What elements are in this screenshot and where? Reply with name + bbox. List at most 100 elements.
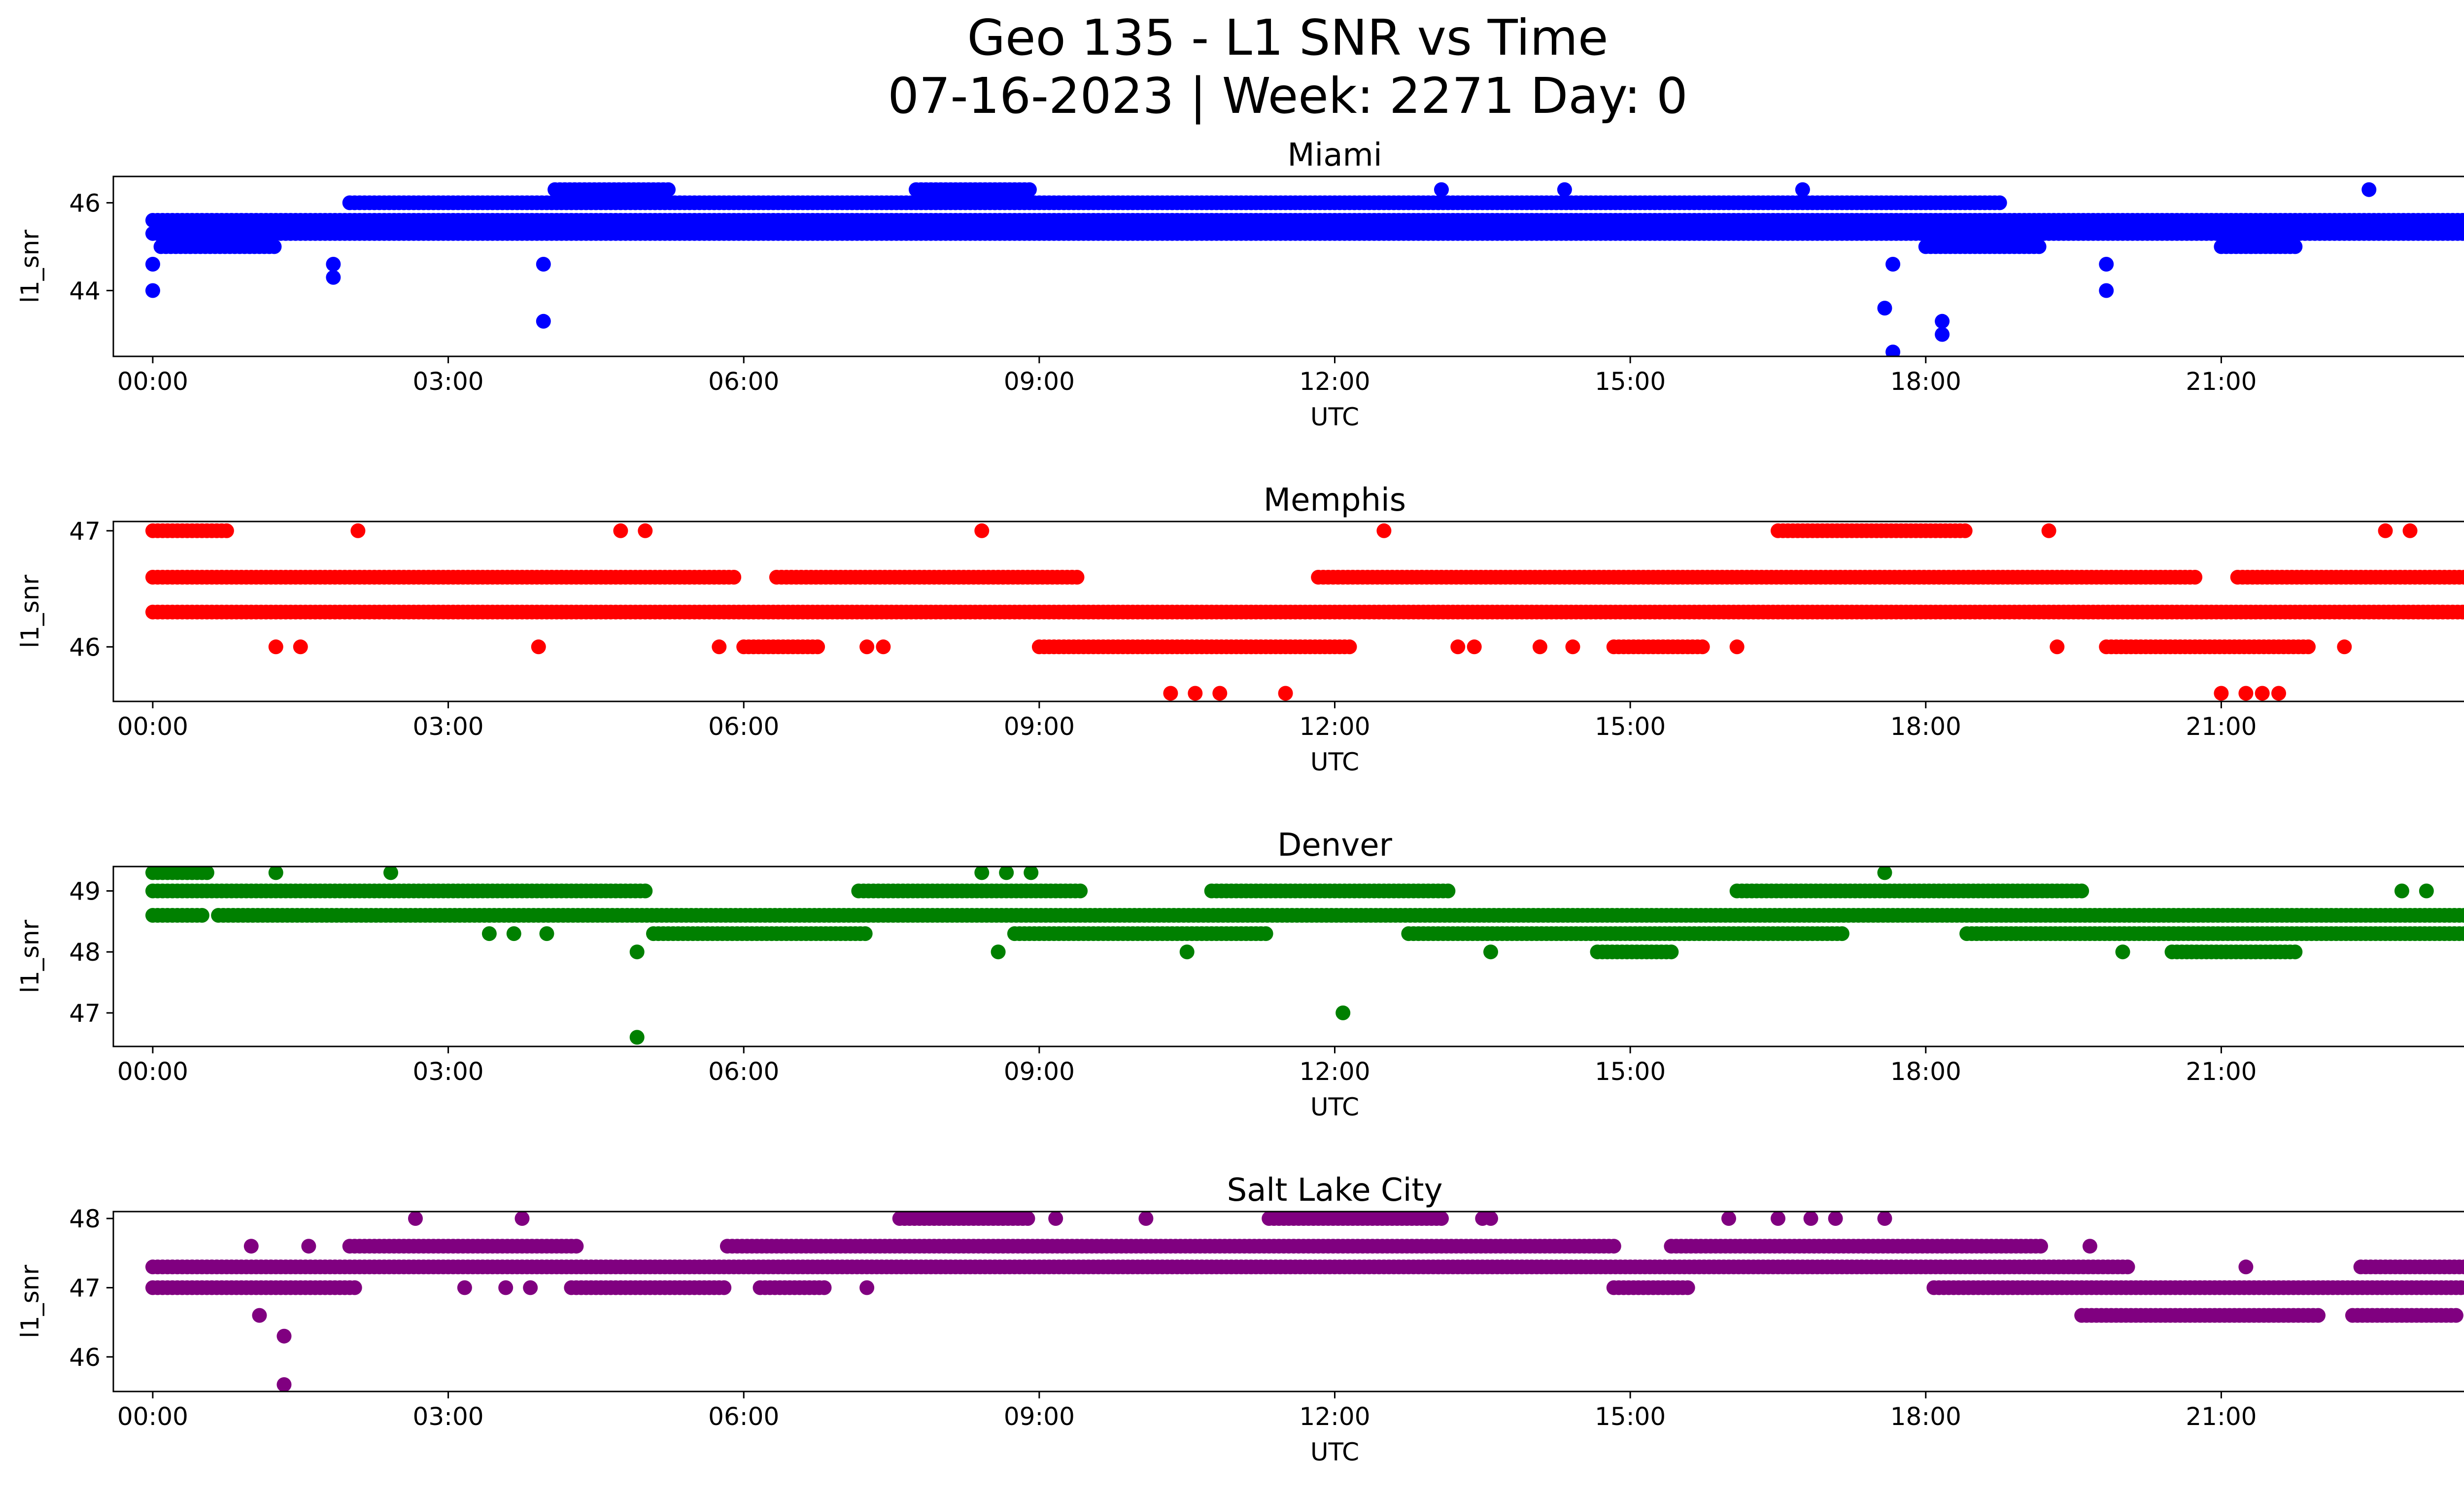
y-tick-label: 48 [69,938,101,967]
data-point [2214,686,2229,701]
data-point [2460,227,2464,240]
data-point [347,1280,362,1295]
data-points [145,182,2464,356]
y-tick-label: 46 [69,633,101,661]
data-point [252,1308,267,1323]
data-point [2033,1239,2048,1254]
data-point [1278,686,1293,701]
data-point [498,1280,513,1295]
data-point [1680,1280,1695,1295]
data-point [661,182,676,197]
x-tick-label: 09:00 [1004,1057,1075,1086]
data-point [1163,686,1178,701]
data-point [1022,182,1037,197]
y-tick-label: 47 [69,1274,101,1302]
axes-frame [112,1211,2464,1392]
data-point [817,1280,832,1295]
x-tick-label: 03:00 [413,367,484,396]
data-point [2361,182,2377,197]
data-point [1828,1212,1843,1226]
subplot-title: Memphis [1264,482,1406,519]
data-point [1212,686,1228,701]
data-point [974,523,990,538]
data-point [1258,926,1273,941]
data-point [629,944,645,960]
x-tick-label: 03:00 [413,1057,484,1086]
data-point [1721,1212,1736,1226]
data-point [536,257,551,272]
data-point [2462,572,2464,583]
x-tick-label: 12:00 [1299,367,1370,396]
data-point [1803,1212,1818,1226]
data-point [243,1239,259,1254]
x-tick-label: 00:00 [117,367,188,396]
data-point [2462,928,2464,939]
data-point [2188,570,2203,585]
data-point [1664,944,1679,960]
data-point [2238,686,2254,701]
data-point [1024,867,1039,880]
data-point [1935,313,1950,329]
x-tick-label: 06:00 [708,1402,779,1431]
y-axis-label: l1_snr [16,920,44,993]
data-point [2041,523,2056,538]
x-tick-label: 06:00 [708,712,779,741]
data-point [1606,1239,1621,1254]
data-point [1885,345,1901,356]
x-tick-label: 21:00 [2186,712,2257,741]
data-point [199,867,214,880]
x-tick-label: 00:00 [117,1057,188,1086]
data-point [539,926,554,941]
data-point [1557,182,1572,197]
data-point [301,1239,316,1254]
data-point [1073,883,1088,899]
x-axis-label: UTC [1310,748,1359,776]
data-point [514,1212,530,1226]
data-point [1434,182,1449,197]
data-point [326,257,341,272]
data-point [2460,605,2464,619]
data-point [523,1280,538,1295]
data-point [1992,195,2007,210]
x-tick-label: 15:00 [1595,367,1666,396]
x-tick-label: 18:00 [1890,367,1961,396]
data-point [717,1280,732,1295]
y-tick-label: 47 [69,517,101,546]
x-axis-label: UTC [1310,403,1359,431]
data-point [638,523,653,538]
data-point [1877,301,1892,316]
x-tick-label: 09:00 [1004,1402,1075,1431]
data-point [2031,239,2047,254]
data-point [859,639,875,655]
data-point [1342,639,1357,655]
subplot-title: Denver [1277,827,1392,864]
y-axis-label: l1_snr [16,230,44,303]
x-tick-label: 09:00 [1004,712,1075,741]
data-point [276,1328,292,1344]
y-tick-label: 48 [69,1205,101,1233]
data-point [2448,1308,2464,1323]
y-tick-label: 44 [69,277,101,305]
data-point [383,867,398,880]
data-point [2099,283,2114,298]
data-point [481,926,497,941]
data-points [145,1212,2464,1391]
data-point [2462,1261,2464,1273]
x-tick-label: 15:00 [1595,712,1666,741]
data-point [2457,570,2464,585]
data-point [1695,639,1710,655]
data-point [268,867,283,880]
data-point [1935,327,1950,342]
y-tick-label: 46 [69,189,101,217]
data-point [2458,1280,2464,1295]
data-point [613,523,628,538]
figure-title-line-1: Geo 135 - L1 SNR vs Time [967,9,1608,67]
y-axis-label: l1_snr [16,1265,44,1338]
data-point [991,944,1006,960]
data-point [145,283,160,298]
y-tick-label: 47 [69,999,101,1028]
data-point [194,908,209,923]
